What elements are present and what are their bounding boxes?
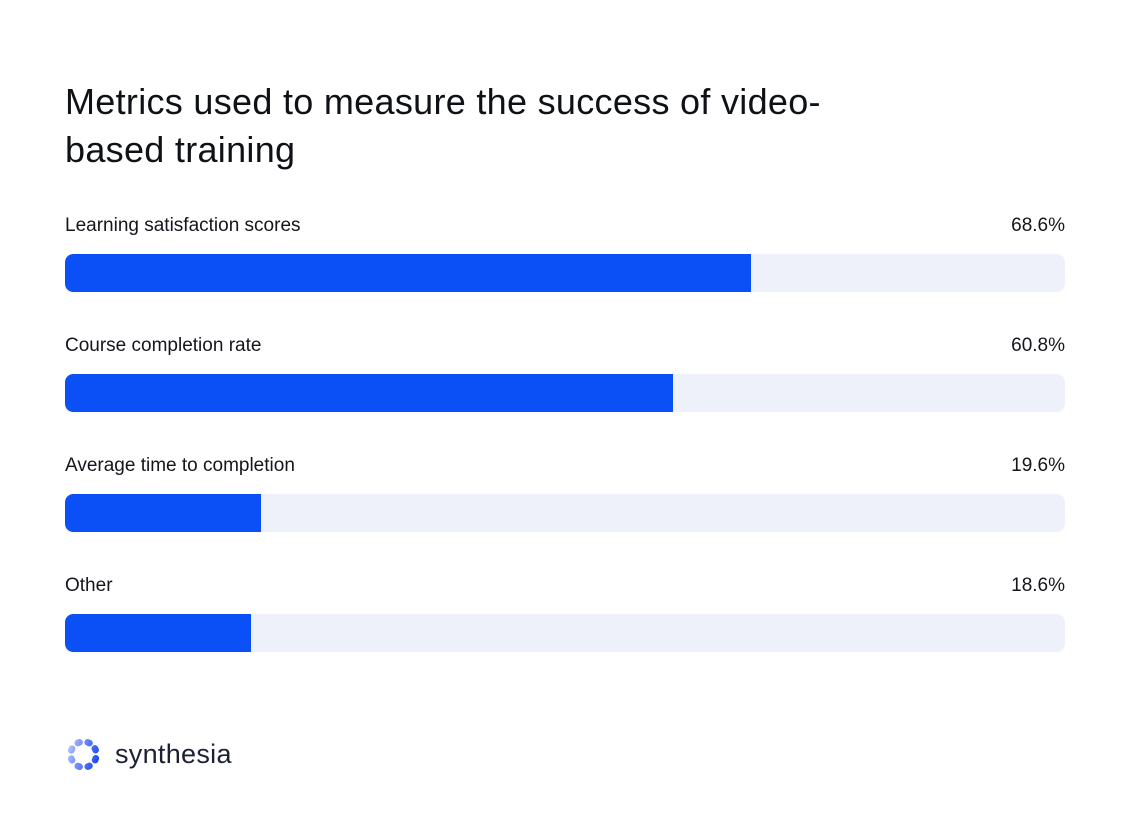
bar-label: Learning satisfaction scores: [65, 215, 301, 236]
bar-fill: [65, 494, 261, 532]
bar-row: Course completion rate 60.8%: [65, 334, 1065, 412]
bar-row-header: Learning satisfaction scores 68.6%: [65, 214, 1065, 238]
bar-label: Other: [65, 575, 113, 596]
bar-row: Learning satisfaction scores 68.6%: [65, 214, 1065, 292]
bar-label: Course completion rate: [65, 335, 262, 356]
chart-title: Metrics used to measure the success of v…: [65, 81, 821, 170]
bar-fill: [65, 374, 673, 412]
footer-branding: synthesia: [65, 736, 1065, 773]
synthesia-mark-icon: [67, 738, 100, 771]
bar-label: Average time to completion: [65, 455, 295, 476]
bar-chart: Learning satisfaction scores 68.6% Cours…: [65, 214, 1065, 652]
bar-value: 68.6%: [1011, 215, 1065, 236]
bar-fill: [65, 254, 751, 292]
bar-track: [65, 494, 1065, 532]
bar-value: 18.6%: [1011, 575, 1065, 596]
synthesia-wordmark: synthesia: [115, 739, 232, 769]
bar-track: [65, 614, 1065, 652]
bar-row-header: Other 18.6%: [65, 574, 1065, 598]
bar-track: [65, 374, 1065, 412]
bar-row-header: Course completion rate 60.8%: [65, 334, 1065, 358]
bar-row: Average time to completion 19.6%: [65, 454, 1065, 532]
bar-track: [65, 254, 1065, 292]
bar-row: Other 18.6%: [65, 574, 1065, 652]
bar-fill: [65, 614, 251, 652]
bar-value: 60.8%: [1011, 335, 1065, 356]
bar-row-header: Average time to completion 19.6%: [65, 454, 1065, 478]
bar-value: 19.6%: [1011, 455, 1065, 476]
